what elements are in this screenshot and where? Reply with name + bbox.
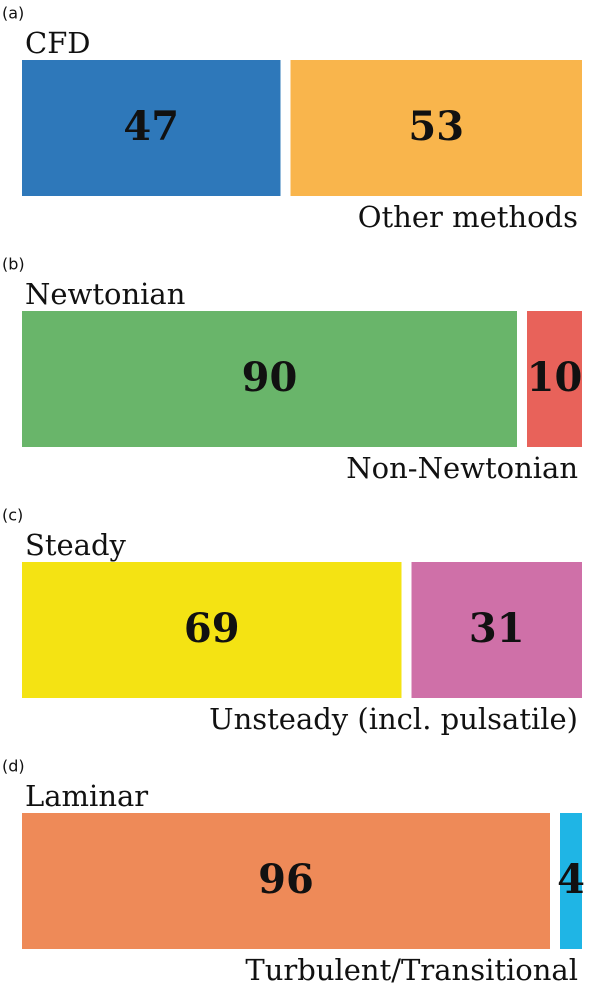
value-label: 69	[184, 605, 240, 652]
panel-label: (a)	[2, 4, 24, 23]
bar-segment	[22, 60, 281, 196]
value-label: 96	[258, 856, 314, 903]
value-label: 10	[527, 354, 583, 401]
segment-name: Unsteady (incl. pulsatile)	[209, 702, 578, 736]
value-label: 90	[242, 354, 298, 401]
segment-name: Newtonian	[25, 277, 185, 311]
segment-name: CFD	[25, 26, 91, 60]
bar-segment	[560, 813, 582, 949]
bar-segment	[290, 60, 582, 196]
bar-segment	[22, 562, 402, 698]
value-label: 4	[557, 856, 585, 903]
segment-name: Laminar	[25, 779, 148, 813]
segment-name: Turbulent/Transitional	[245, 953, 578, 987]
bar-segment	[527, 311, 582, 447]
panel-label: (d)	[2, 757, 25, 776]
bar-segment	[22, 311, 517, 447]
panel-label: (c)	[2, 506, 23, 525]
value-label: 47	[123, 103, 179, 150]
panel-label: (b)	[2, 255, 25, 274]
segment-name: Steady	[25, 528, 127, 562]
bar-segment	[411, 562, 582, 698]
value-label: 31	[469, 605, 525, 652]
segment-name: Non-Newtonian	[346, 451, 578, 485]
segment-name: Other methods	[358, 200, 578, 234]
value-label: 53	[408, 103, 464, 150]
bar-segment	[22, 813, 550, 949]
